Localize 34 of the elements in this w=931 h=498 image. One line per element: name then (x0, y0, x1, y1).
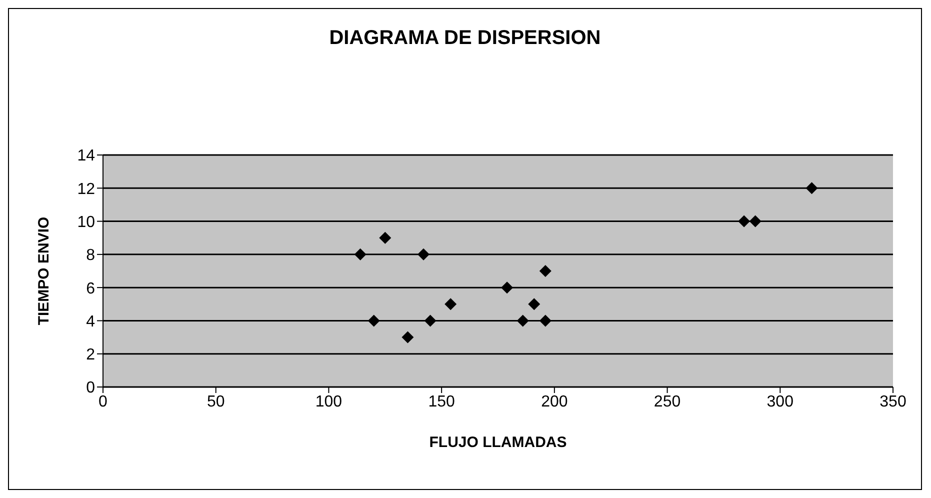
point (539, 314, 552, 327)
x-tick-label: 50 (206, 393, 225, 410)
point (738, 215, 750, 228)
point (749, 215, 762, 228)
x-tick-label: 100 (315, 393, 342, 410)
y-tick-label: 2 (86, 346, 96, 364)
y-tick-label: 14 (77, 148, 96, 165)
point (354, 248, 366, 260)
x-tick-label: 350 (880, 393, 906, 410)
x-tick-label: 200 (541, 393, 568, 410)
y-tick-label: 12 (77, 180, 96, 198)
x-tick-label: 300 (766, 393, 794, 410)
y-tick-label: 4 (86, 313, 96, 330)
y-axis-title: TIEMPO ENVIO (35, 216, 52, 326)
chart-title: DIAGRAMA DE DISPERSION (328, 27, 602, 50)
point (402, 331, 414, 344)
point (501, 282, 514, 294)
x-axis-title: FLUJO LLAMADAS (429, 434, 567, 451)
point (516, 314, 529, 327)
y-tick-label: 6 (86, 280, 96, 298)
point (379, 232, 392, 244)
point (444, 298, 457, 310)
y-tick-label: 8 (86, 247, 96, 264)
point (368, 314, 380, 327)
y-tick-label: 0 (86, 380, 96, 397)
x-tick-label: 250 (654, 393, 681, 410)
x-tick-label: 0 (98, 393, 108, 410)
point (424, 314, 436, 327)
point (528, 298, 540, 310)
point (806, 182, 818, 194)
point (539, 265, 552, 277)
y-tick-label: 10 (77, 214, 96, 231)
x-tick-label: 150 (428, 393, 456, 410)
point (418, 248, 430, 260)
